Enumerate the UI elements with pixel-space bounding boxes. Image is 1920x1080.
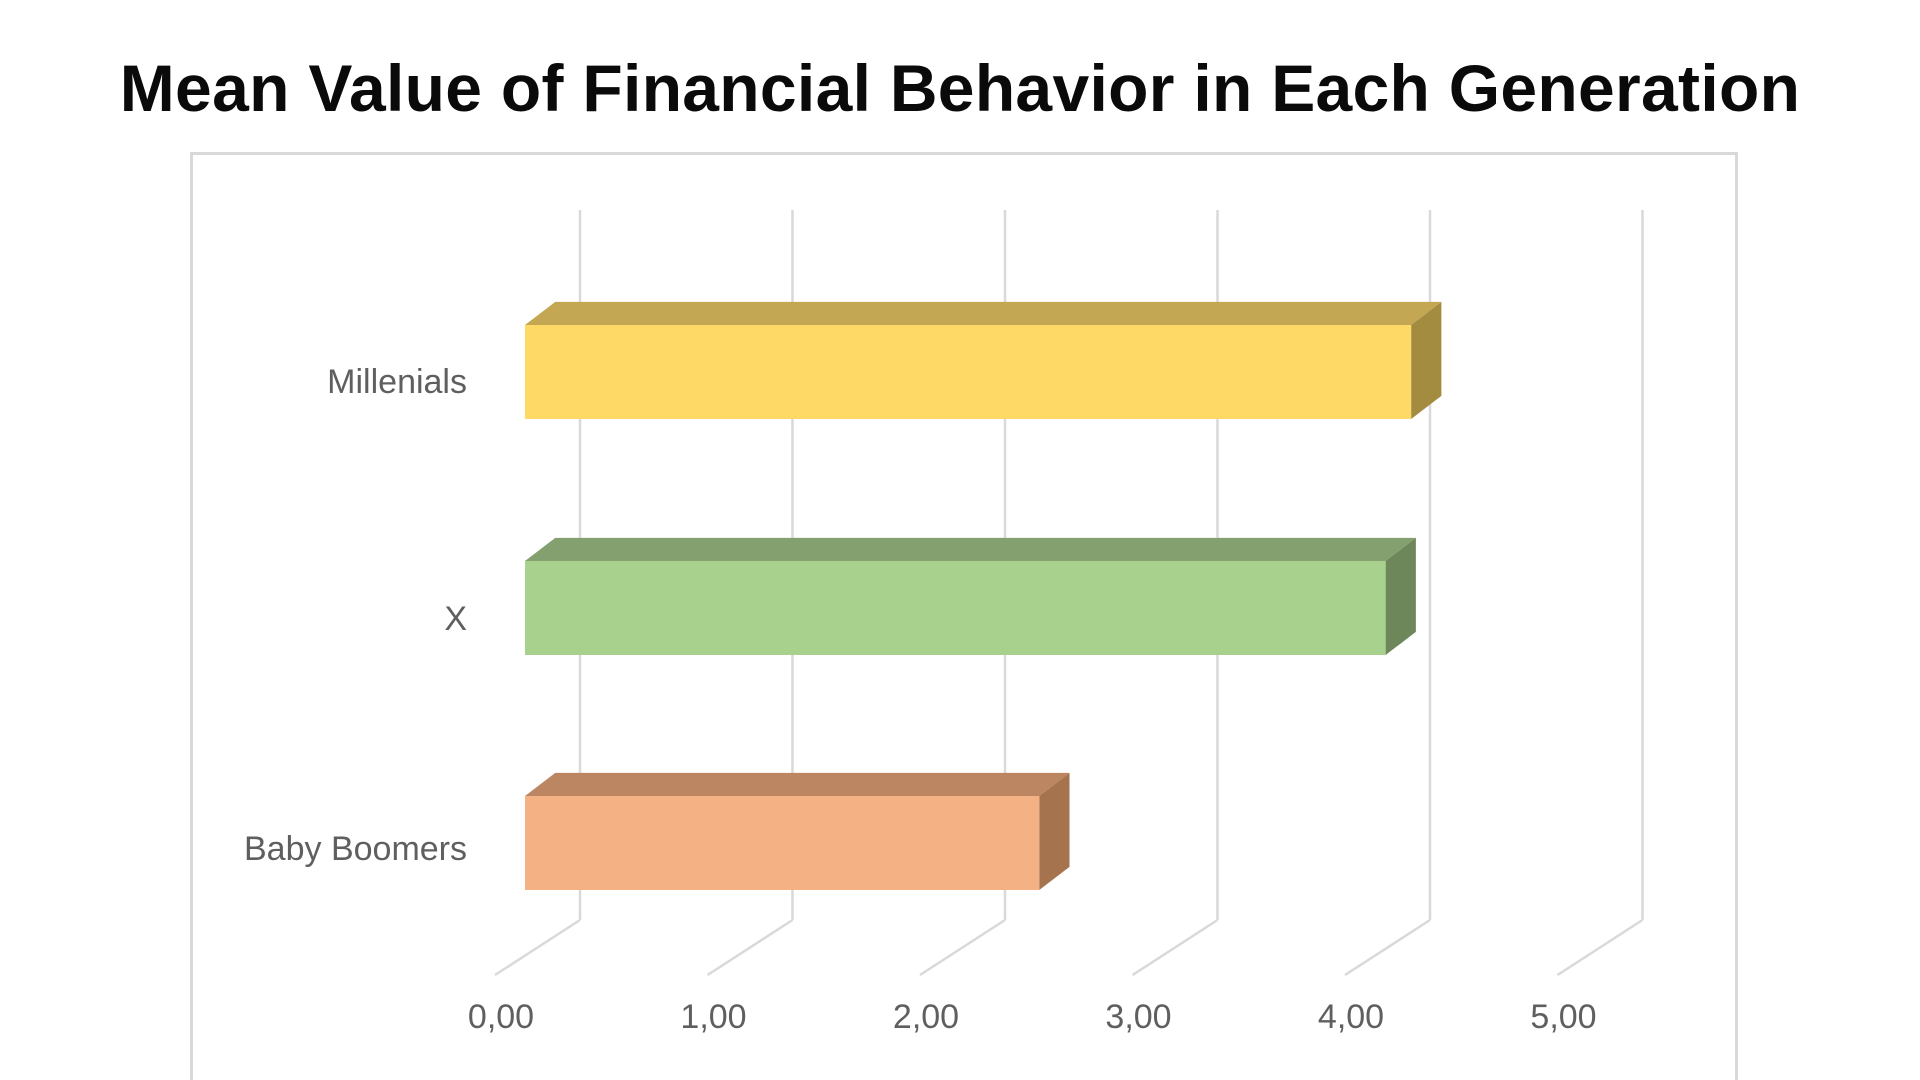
category-label: X [444,600,467,638]
floor-gridline [1556,918,1644,977]
x-tick-label: 4,00 [1318,998,1384,1036]
x-tick-label: 3,00 [1105,998,1171,1036]
category-label: Millenials [327,363,467,401]
bar [525,561,1386,655]
x-tick-label: 2,00 [893,998,959,1036]
bar [525,796,1040,890]
floor-gridline [494,918,581,977]
floor-gridline [706,918,794,977]
bar [525,325,1412,419]
x-tick-label: 1,00 [680,998,746,1036]
floor-gridline [919,918,1006,977]
floor-gridline [1344,918,1431,977]
chart-title: Mean Value of Financial Behavior in Each… [119,51,1801,125]
bar-side-face [1411,301,1442,419]
floor-gridline [1131,918,1219,977]
bar-side-face [1039,772,1070,890]
bar-top-face [525,537,1416,561]
x-tick-label: 5,00 [1530,998,1596,1036]
bar-side-face [1385,537,1416,655]
x-tick-label: 0,00 [468,998,534,1036]
bar-top-face [525,301,1442,325]
bar-top-face [525,772,1070,796]
category-label: Baby Boomers [244,830,467,868]
